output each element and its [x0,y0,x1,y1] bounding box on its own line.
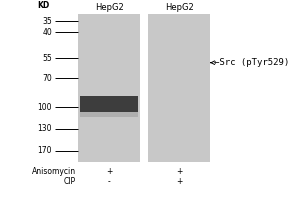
Text: +: + [176,178,182,186]
Text: Anisomycin: Anisomycin [32,168,76,176]
Bar [80,96,138,112]
Text: 100: 100 [38,103,52,112]
Bar [148,14,210,162]
Text: 170: 170 [38,146,52,155]
Text: 55: 55 [42,54,52,63]
Text: +: + [176,168,182,176]
Text: 35: 35 [42,17,52,26]
Text: HepG2: HepG2 [94,2,123,11]
Text: CIP: CIP [64,178,76,186]
Text: 40: 40 [42,28,52,37]
Text: KD: KD [38,1,50,10]
Text: -: - [108,178,110,186]
Bar [80,112,138,117]
Text: HepG2: HepG2 [165,2,194,11]
Text: ←Src (pTyr529): ←Src (pTyr529) [211,58,289,67]
Text: 130: 130 [38,124,52,133]
Text: 70: 70 [42,74,52,83]
Text: +: + [106,168,112,176]
Bar [78,14,140,162]
